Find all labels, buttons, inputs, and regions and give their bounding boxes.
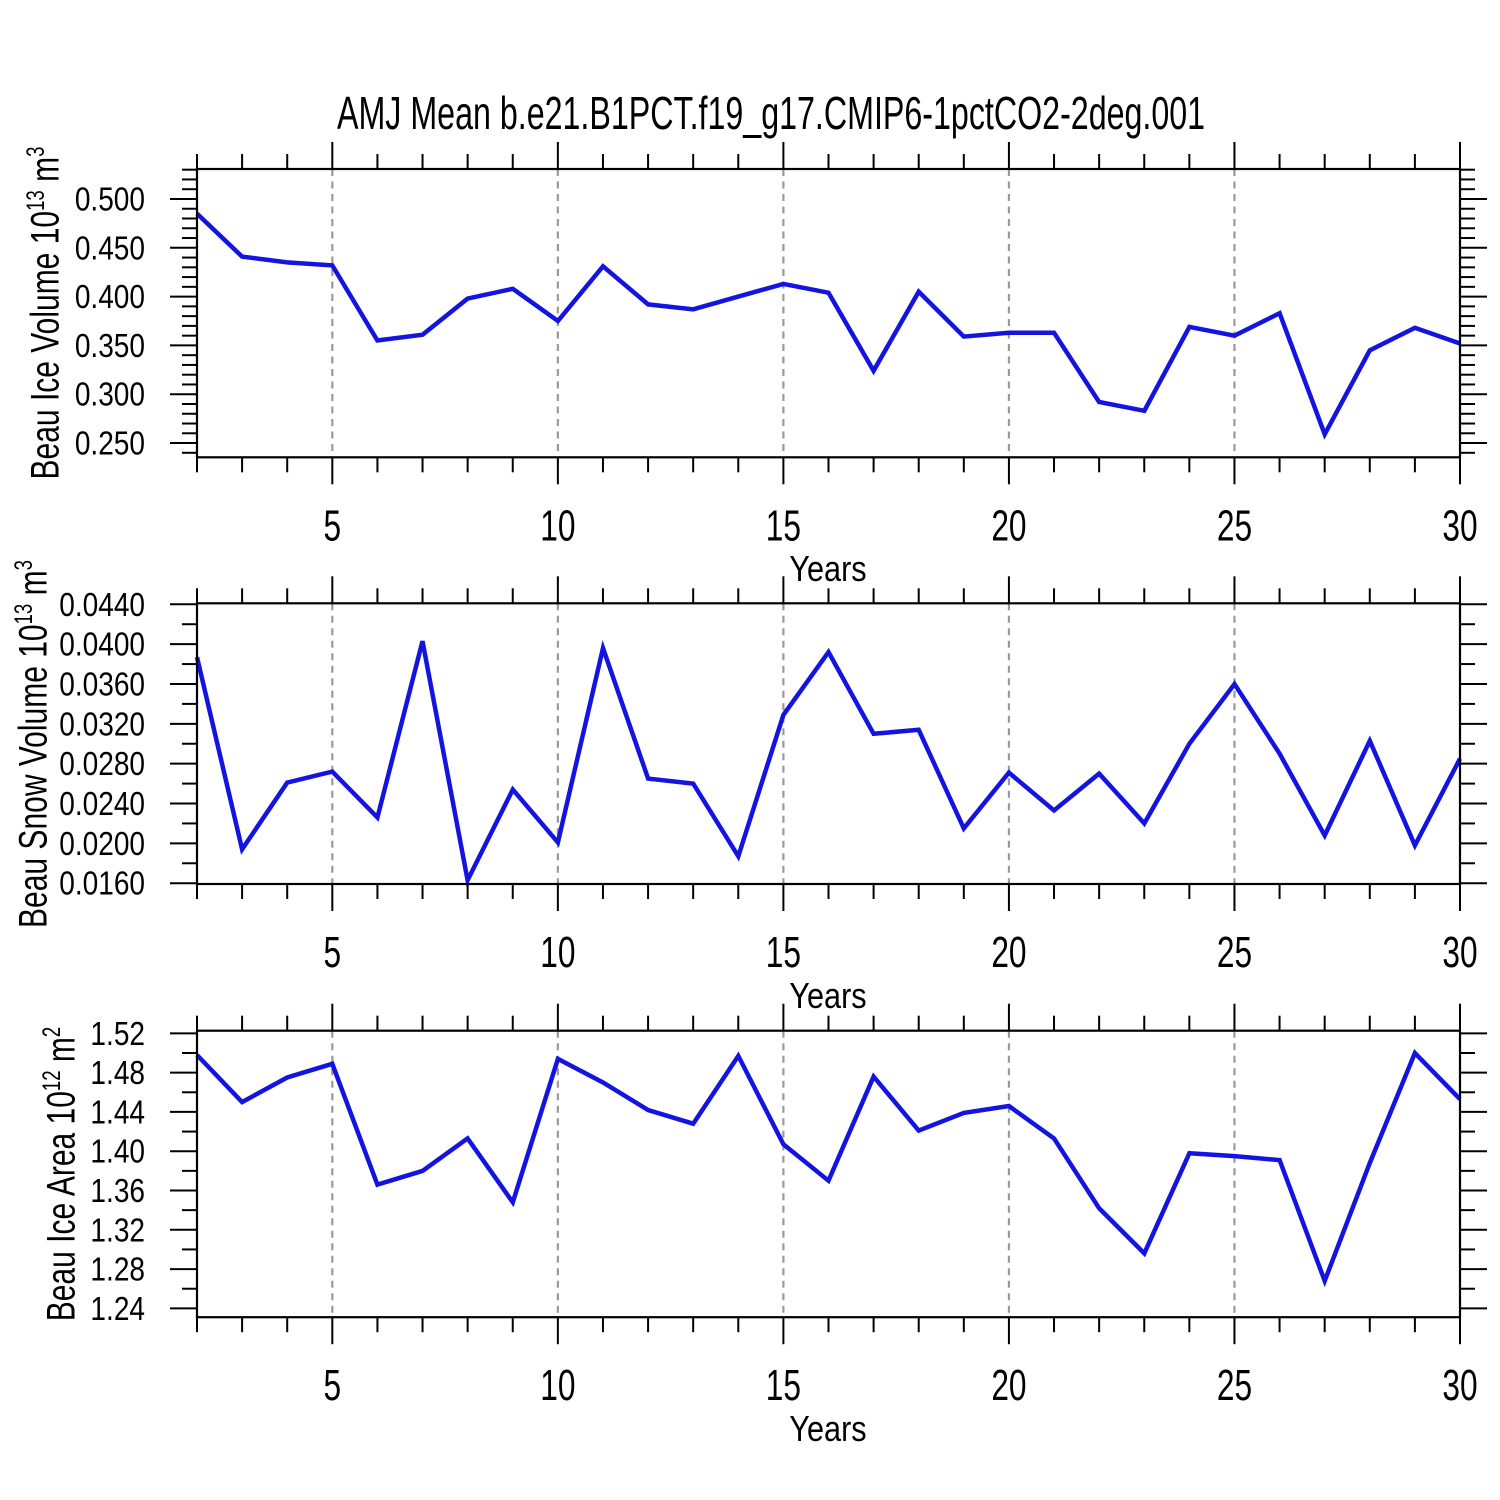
- y-axis-title-ice-area: Beau Ice Area 1012 m2: [39, 1026, 84, 1322]
- x-axis-title-3: Years: [789, 1408, 867, 1449]
- y-tick-label-0.0360: 0.0360: [59, 666, 145, 703]
- chart-panel-beau-snow-volume: 5 10 15 20 25 30 0.04400.04000.03600.03200.028…: [59, 576, 1487, 977]
- x-tick-label-25: 25: [1217, 501, 1252, 550]
- x-tick-label-5: 5: [324, 1361, 342, 1410]
- y-tick-label-0.0280: 0.0280: [59, 746, 145, 783]
- y-tick-label-0.0200: 0.0200: [59, 826, 145, 863]
- y-tick-label-1.36: 1.36: [90, 1173, 145, 1210]
- y-tick-label-1.52: 1.52: [90, 1016, 145, 1053]
- x-tick-label-30: 30: [1442, 501, 1477, 550]
- chart-panel-beau-ice-area: 5 10 15 20 25 30 1.521.481.441.401.361.321.281…: [90, 1003, 1487, 1411]
- plot-frame: [195, 1029, 1462, 1319]
- y-tick-label-0.0320: 0.0320: [59, 706, 145, 743]
- x-tick-label-15: 15: [766, 501, 801, 550]
- x-axis-title-1: Years: [789, 548, 867, 589]
- x-axis-title-2: Years: [789, 975, 867, 1016]
- y-tick-label-0.0240: 0.0240: [59, 786, 145, 823]
- y-tick-label-0.400: 0.400: [75, 279, 145, 316]
- x-tick-label-20: 20: [991, 1361, 1026, 1410]
- x-tick-label-5: 5: [324, 928, 342, 977]
- x-tick-label-15: 15: [766, 1361, 801, 1410]
- x-tick-label-10: 10: [540, 928, 575, 977]
- x-tick-label-25: 25: [1217, 928, 1252, 977]
- y-tick-label-1.48: 1.48: [90, 1055, 145, 1092]
- y-tick-label-1.32: 1.32: [90, 1212, 145, 1249]
- y-tick-label-1.44: 1.44: [90, 1094, 145, 1131]
- y-axis-title-ice-volume: Beau Ice Volume 1013 m3: [23, 146, 68, 480]
- y-tick-label-1.28: 1.28: [90, 1251, 145, 1288]
- plot-frame: [195, 167, 1462, 459]
- y-tick-label-0.0440: 0.0440: [59, 587, 145, 624]
- x-tick-label-20: 20: [991, 928, 1026, 977]
- data-line-3: [195, 1048, 1462, 1288]
- y-tick-label-0.300: 0.300: [75, 377, 145, 414]
- x-tick-label-10: 10: [540, 501, 575, 550]
- x-tick-label-20: 20: [991, 501, 1026, 550]
- data-line-1: [195, 211, 1461, 440]
- x-tick-label-30: 30: [1442, 928, 1477, 977]
- y-tick-label-0.500: 0.500: [75, 181, 145, 218]
- x-tick-label-10: 10: [540, 1361, 575, 1410]
- y-tick-label-0.250: 0.250: [75, 425, 145, 462]
- y-tick-label-0.350: 0.350: [75, 328, 145, 365]
- chart-panel-beau-ice-volume: 5 10 15 20 25 30 0.500 0.450 0.400 0.350 0.300 0.25…: [75, 142, 1487, 551]
- y-tick-label-1.24: 1.24: [90, 1291, 145, 1328]
- y-tick-label-0.0400: 0.0400: [59, 627, 145, 664]
- y-tick-label-0.0160: 0.0160: [59, 866, 145, 903]
- y-tick-label-1.40: 1.40: [90, 1134, 145, 1171]
- x-tick-label-5: 5: [324, 501, 342, 550]
- y-tick-label-0.450: 0.450: [75, 230, 145, 267]
- page-title: AMJ Mean b.e21.B1PCT.f19_g17.CMIP6-1pctC…: [337, 87, 1206, 139]
- x-tick-label-25: 25: [1217, 1361, 1252, 1410]
- y-axis-title-snow-volume: Beau Snow Volume 1013 m3: [11, 560, 56, 928]
- x-tick-label-30: 30: [1442, 1361, 1477, 1410]
- data-line-2: [194, 639, 1462, 888]
- x-tick-label-15: 15: [766, 928, 801, 977]
